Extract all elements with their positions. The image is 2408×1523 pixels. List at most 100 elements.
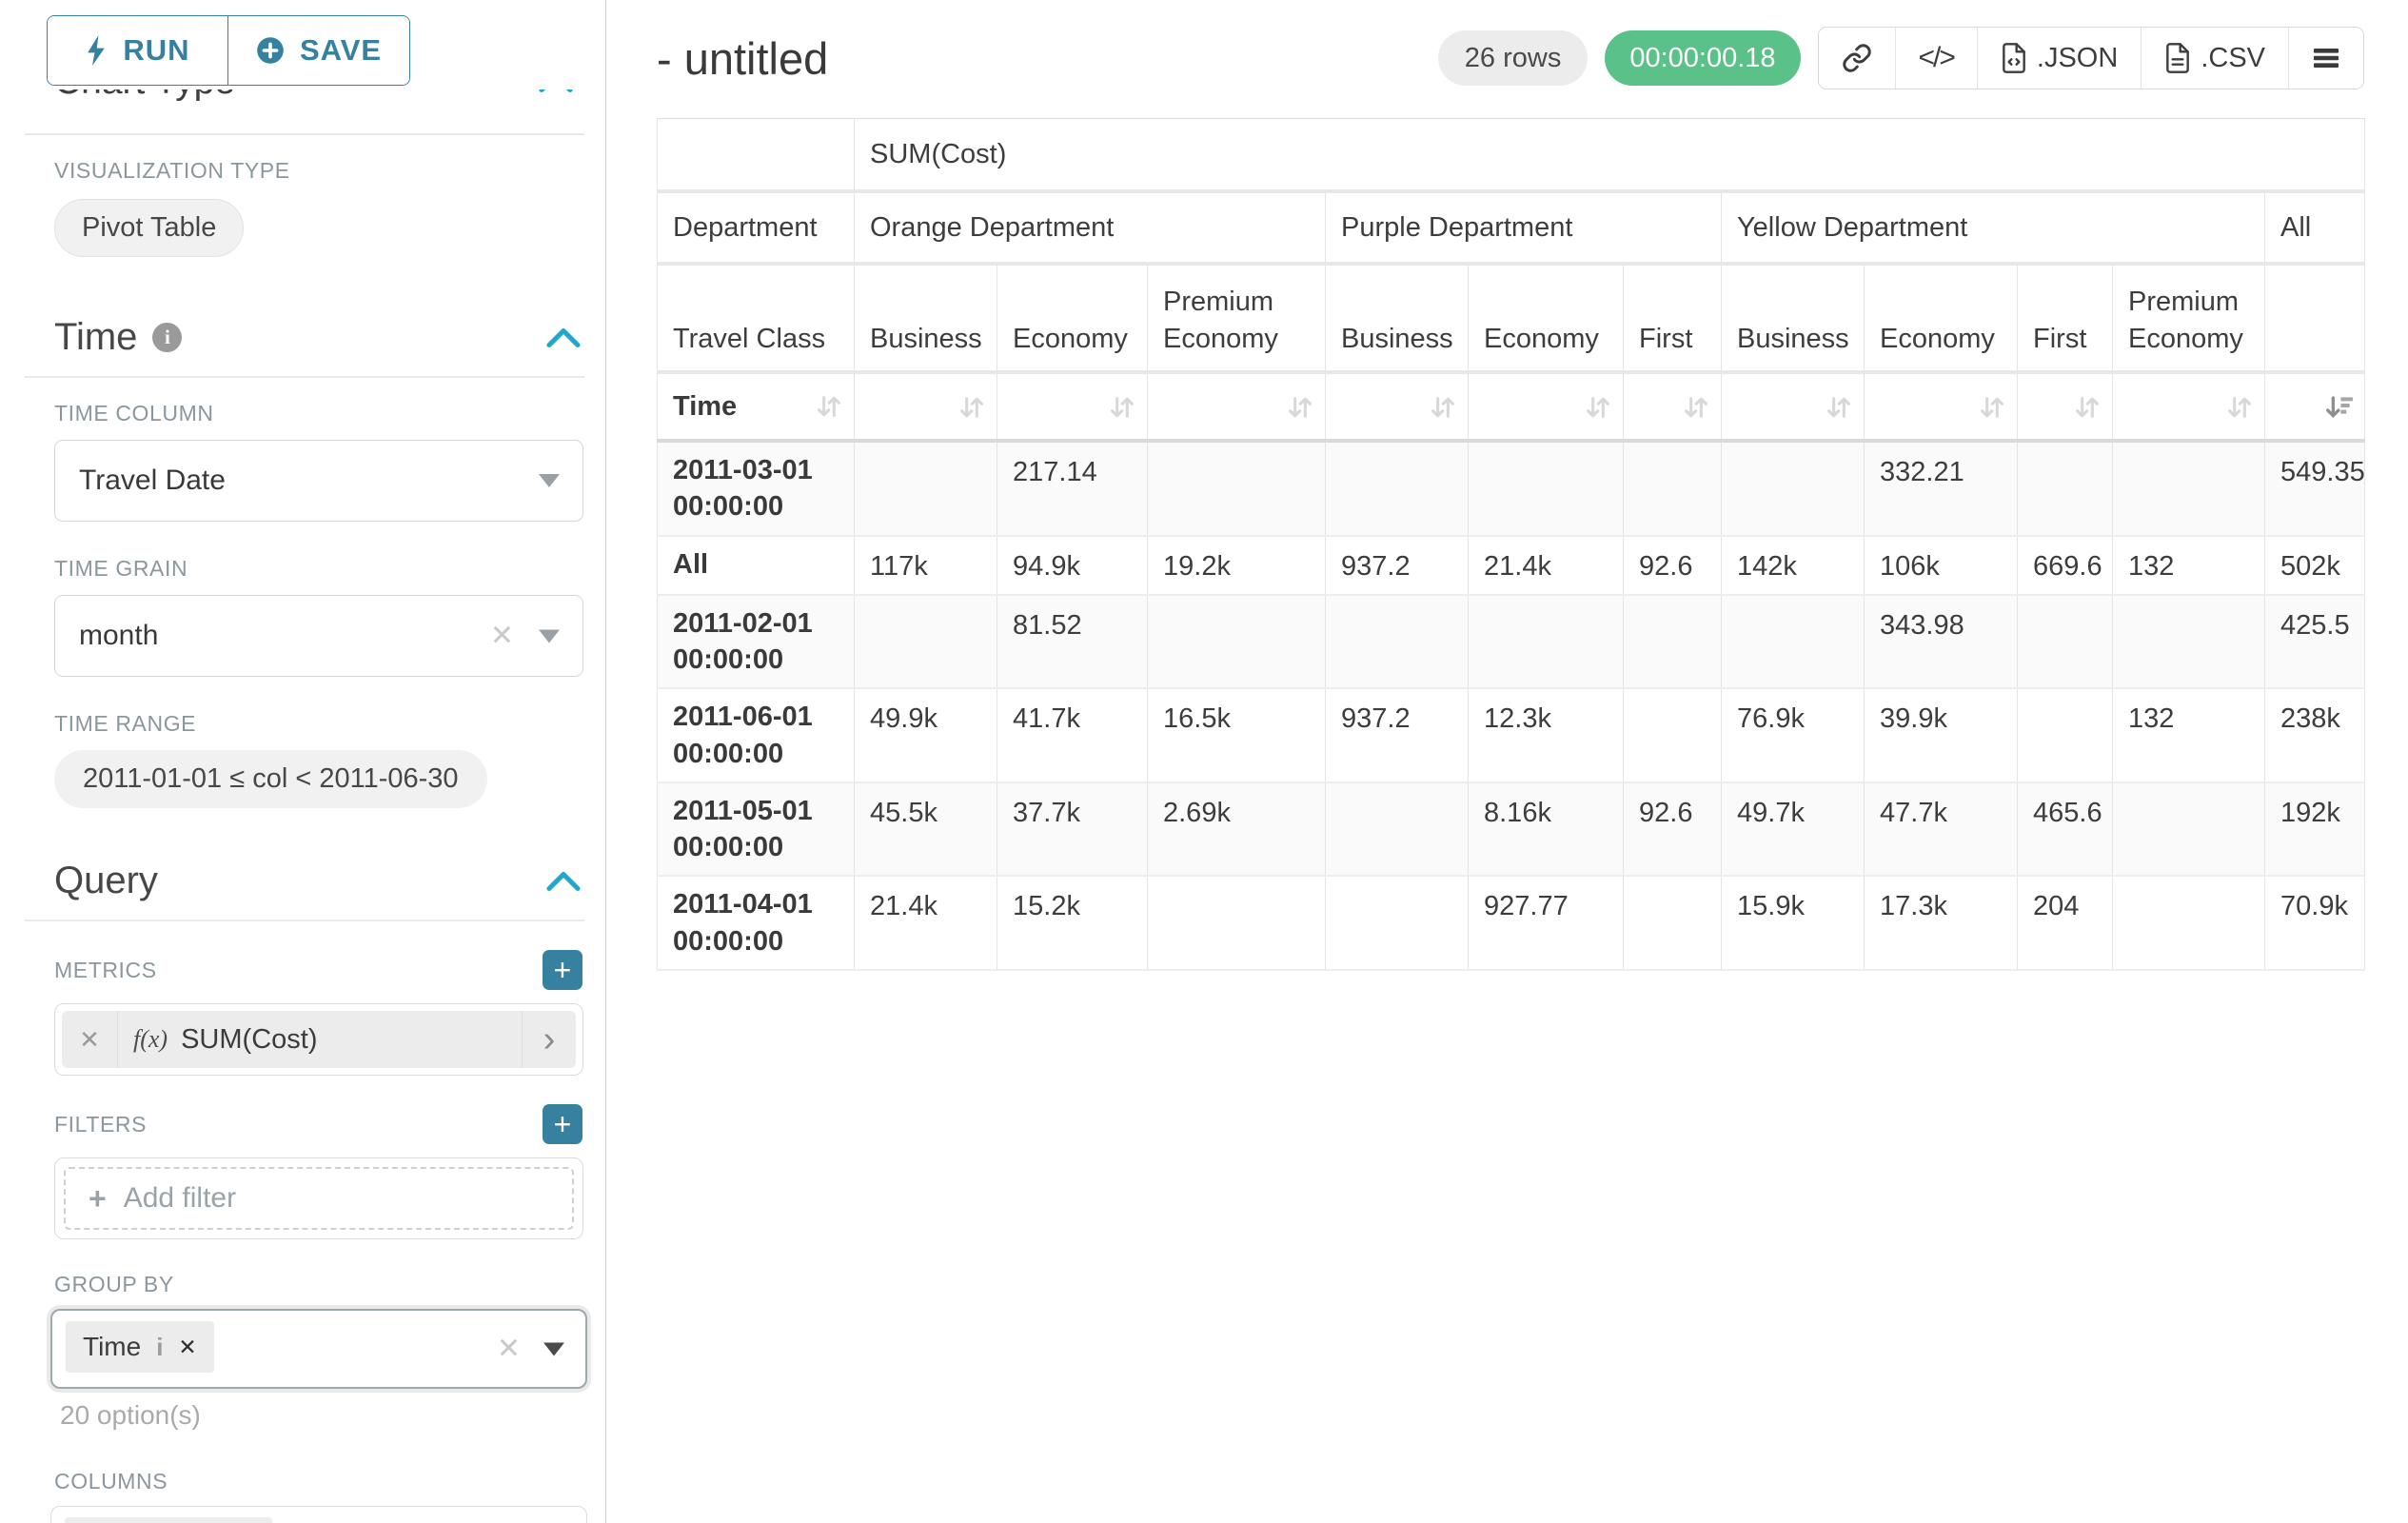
json-file-icon	[2001, 43, 2027, 73]
visualization-type-pill[interactable]: Pivot Table	[54, 199, 244, 257]
table-cell: 669.6	[2018, 536, 2113, 595]
corner-cell	[658, 119, 855, 192]
sort-toggle[interactable]	[2018, 372, 2113, 441]
sort-toggle[interactable]	[1865, 372, 2018, 441]
table-row: 2011-06-01 00:00:0049.9k41.7k16.5k937.21…	[658, 688, 2365, 782]
menu-button[interactable]	[2289, 28, 2363, 89]
chart-title[interactable]: - untitled	[657, 32, 828, 85]
sort-toggle[interactable]	[1624, 372, 1722, 441]
panel-header: Chart Type RUN SAVE	[0, 0, 605, 133]
metrics-control: ✕ f(x) SUM(Cost) ›	[54, 1003, 583, 1076]
section-divider	[25, 920, 584, 921]
run-button[interactable]: RUN	[48, 16, 228, 85]
export-json-button[interactable]: .JSON	[1978, 28, 2142, 89]
table-cell: 17.3k	[1865, 876, 2018, 970]
sort-row: Time	[658, 372, 2365, 441]
sort-toggle[interactable]	[1326, 372, 1469, 441]
table-cell	[1148, 595, 1326, 689]
plus-icon: +	[89, 1181, 107, 1216]
column-header: First	[1624, 264, 1722, 372]
sort-descending-icon[interactable]	[2324, 392, 2355, 423]
sort-toggle[interactable]	[855, 372, 997, 441]
control-panel: Chart Type RUN SAVE	[0, 0, 606, 1523]
sort-icon[interactable]	[814, 391, 844, 422]
time-grain-value: month	[79, 620, 516, 652]
time-section-header[interactable]: Time i	[54, 316, 581, 359]
remove-metric-icon[interactable]: ✕	[62, 1011, 117, 1068]
copy-link-button[interactable]	[1819, 28, 1896, 89]
table-row: 2011-02-01 00:00:0081.52343.98425.5	[658, 595, 2365, 689]
sort-icon[interactable]	[1107, 392, 1137, 423]
chart-header: - untitled 26 rows 00:00:00.18 </>	[657, 27, 2364, 89]
sort-row-label: Time	[673, 388, 737, 425]
group-by-label: GROUP BY	[54, 1272, 605, 1297]
table-cell: 502k	[2265, 536, 2365, 595]
chevron-up-icon[interactable]	[546, 327, 581, 348]
sort-column-time[interactable]: Time	[658, 372, 855, 441]
time-range-pill[interactable]: 2011-01-01 ≤ col < 2011-06-30	[54, 750, 487, 808]
link-icon	[1842, 43, 1872, 73]
explore-view: Chart Type RUN SAVE	[0, 0, 2408, 1523]
sort-icon[interactable]	[1285, 392, 1315, 423]
clear-icon[interactable]: ✕	[497, 1333, 521, 1366]
columns-select[interactable]: Department ✕ Travel Class ✕ ✕	[50, 1506, 587, 1523]
time-column-select[interactable]: Travel Date	[54, 440, 583, 522]
table-cell: 937.2	[1326, 536, 1469, 595]
table-cell: 343.98	[1865, 595, 2018, 689]
table-cell	[2018, 595, 2113, 689]
row-header: All	[658, 536, 855, 595]
sort-toggle[interactable]	[997, 372, 1148, 441]
sort-icon[interactable]	[1824, 392, 1854, 423]
chevron-right-icon[interactable]: ›	[522, 1011, 576, 1068]
function-icon: f(x)	[133, 1025, 168, 1054]
sort-icon[interactable]	[1428, 392, 1458, 423]
table-cell: 465.6	[2018, 782, 2113, 877]
sort-icon[interactable]	[957, 392, 987, 423]
table-cell: 49.9k	[855, 688, 997, 782]
sort-icon[interactable]	[1977, 392, 2007, 423]
sort-toggle[interactable]	[2113, 372, 2265, 441]
chevron-up-icon[interactable]	[546, 871, 581, 892]
table-cell: 192k	[2265, 782, 2365, 877]
time-column-label: TIME COLUMN	[54, 401, 605, 426]
table-cell: 49.7k	[1722, 782, 1865, 877]
travel-class-header-row: Travel Class Business Economy Premium Ec…	[658, 264, 2365, 372]
add-filter-dropzone[interactable]: + Add filter	[64, 1167, 574, 1230]
group-by-tag: Time i ✕	[66, 1321, 214, 1373]
export-csv-button[interactable]: .CSV	[2142, 28, 2289, 89]
sort-icon[interactable]	[1583, 392, 1613, 423]
time-section-title: Time	[54, 316, 137, 359]
group-by-select[interactable]: Time i ✕ ✕	[50, 1309, 587, 1389]
sort-icon[interactable]	[2224, 392, 2255, 423]
add-filter-button[interactable]: +	[543, 1104, 582, 1144]
clear-icon[interactable]: ✕	[490, 620, 514, 653]
metric-item[interactable]: ✕ f(x) SUM(Cost) ›	[62, 1011, 576, 1068]
view-query-button[interactable]: </>	[1896, 28, 1978, 89]
sort-toggle[interactable]	[1722, 372, 1865, 441]
table-cell: 19.2k	[1148, 536, 1326, 595]
csv-file-icon	[2164, 43, 2191, 73]
sort-icon[interactable]	[1681, 392, 1711, 423]
save-button[interactable]: SAVE	[228, 16, 409, 85]
table-cell	[1624, 688, 1722, 782]
sort-icon[interactable]	[2072, 392, 2102, 423]
sort-toggle[interactable]	[1148, 372, 1326, 441]
sort-toggle[interactable]	[1469, 372, 1624, 441]
table-cell: 12.3k	[1469, 688, 1624, 782]
row-header: 2011-05-01 00:00:00	[658, 782, 855, 877]
travel-class-axis-label: Travel Class	[658, 264, 855, 372]
pivot-table: SUM(Cost) Department Orange Department P…	[657, 118, 2365, 971]
sort-toggle[interactable]	[2265, 372, 2365, 441]
metric-name: SUM(Cost)	[181, 1024, 317, 1056]
add-metric-button[interactable]: +	[543, 950, 582, 990]
section-divider	[25, 133, 584, 135]
table-cell: 76.9k	[1722, 688, 1865, 782]
run-label: RUN	[123, 33, 189, 68]
pivot-table-container: SUM(Cost) Department Orange Department P…	[657, 118, 2408, 971]
row-count-badge: 26 rows	[1438, 30, 1589, 86]
time-grain-select[interactable]: month ✕	[54, 595, 583, 677]
query-section-header[interactable]: Query	[54, 860, 581, 902]
run-save-buttons: RUN SAVE	[47, 15, 410, 86]
table-cell: 332.21	[1865, 441, 2018, 536]
remove-tag-icon[interactable]: ✕	[178, 1335, 196, 1360]
